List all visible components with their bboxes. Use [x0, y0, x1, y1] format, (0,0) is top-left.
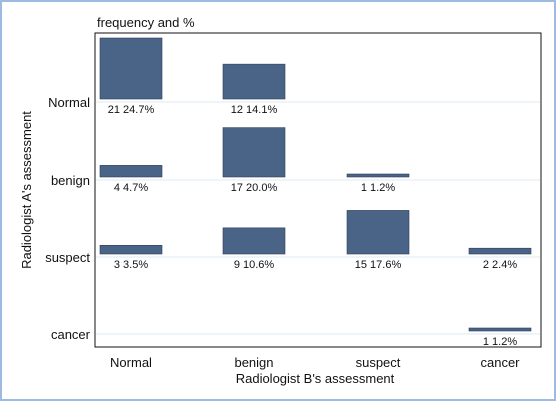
x-axis-label: Radiologist B's assessment: [236, 371, 395, 386]
cell-label: 3 3.5%: [114, 259, 148, 271]
y-tick-label: cancer: [51, 327, 91, 342]
bar: [222, 63, 286, 100]
x-tick-label: cancer: [480, 355, 520, 370]
x-tick-label: benign: [234, 355, 273, 370]
y-axis-label: Radiologist A's assessment: [19, 111, 34, 269]
y-tick-label: suspect: [45, 250, 90, 265]
cell-label: 9 10.6%: [234, 259, 275, 271]
cell-label: 1 1.2%: [361, 182, 395, 194]
cell-label: 21 24.7%: [108, 104, 155, 116]
cell-label: 17 20.0%: [231, 182, 278, 194]
bar: [99, 37, 163, 100]
cell-label: 4 4.7%: [114, 182, 148, 194]
x-tick-label: Normal: [110, 355, 152, 370]
bar: [346, 210, 410, 255]
bar: [222, 127, 286, 178]
bar: [468, 247, 532, 255]
chart-subtitle: frequency and %: [97, 15, 195, 30]
cell-label: 1 1.2%: [483, 336, 517, 348]
bar: [99, 244, 163, 255]
y-tick-label: Normal: [48, 95, 90, 110]
cell-labels: 21 24.7% 12 14.1% 4 4.7% 17 20.0% 1 1.2% 3 3.…: [108, 104, 518, 348]
plot-area: [94, 32, 542, 348]
bar: [468, 327, 532, 332]
x-tick-labels: Normal benign suspect cancer: [110, 355, 520, 370]
bar: [346, 173, 410, 178]
cell-label: 12 14.1%: [231, 104, 278, 116]
bar: [222, 227, 286, 255]
bars: [99, 37, 532, 332]
cell-label: 15 17.6%: [355, 259, 402, 271]
x-tick-label: suspect: [356, 355, 401, 370]
y-tick-labels: Normal benign suspect cancer: [45, 95, 90, 342]
grid-lines: [96, 101, 540, 335]
bar: [99, 165, 163, 178]
y-tick-label: benign: [51, 173, 90, 188]
cell-label: 2 2.4%: [483, 259, 517, 271]
